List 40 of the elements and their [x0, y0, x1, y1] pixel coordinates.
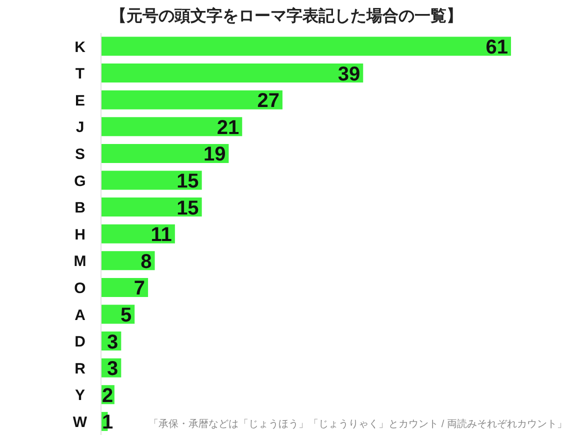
data-label: 3 — [107, 331, 118, 354]
y-tick-label: Y — [74, 387, 86, 404]
data-label: 2 — [102, 384, 114, 407]
bar — [101, 170, 202, 190]
y-tick-label: W — [72, 414, 88, 431]
bar — [101, 278, 148, 297]
y-tick-label: D — [74, 334, 86, 351]
y-tick-label: B — [74, 200, 86, 217]
y-tick-label: M — [74, 253, 86, 270]
y-tick-label: O — [74, 280, 86, 297]
bar — [101, 36, 511, 56]
y-tick-label: G — [74, 172, 86, 190]
y-tick-label: A — [74, 306, 86, 324]
y-tick-label: H — [74, 226, 86, 244]
data-label: 27 — [257, 90, 280, 112]
data-label: 3 — [107, 358, 118, 380]
data-label: 7 — [134, 278, 146, 300]
y-tick-label: T — [75, 66, 85, 83]
bar — [101, 117, 242, 136]
data-label: 5 — [120, 304, 132, 326]
chart-title: 【元号の頭文字をローマ字表記した場合の一覧】 — [110, 6, 464, 27]
y-tick-label: K — [74, 38, 86, 56]
data-label: 11 — [150, 224, 172, 246]
data-label: 8 — [140, 250, 152, 273]
data-label: 39 — [338, 63, 360, 86]
data-label: 15 — [176, 197, 199, 220]
bar — [101, 90, 282, 110]
annotation: 「承保・承暦などは「じょうほう」「じょうりゃく」とカウント / 両読みそれぞれカウント」 — [148, 418, 567, 431]
y-tick-label: J — [76, 119, 84, 136]
data-label: 19 — [203, 144, 226, 166]
data-label: 21 — [216, 116, 240, 139]
bar — [101, 144, 229, 163]
data-label: 61 — [486, 36, 508, 58]
data-label: 1 — [102, 412, 114, 434]
y-tick-label: E — [74, 92, 86, 110]
y-tick-label: S — [74, 146, 86, 163]
bar — [101, 64, 364, 83]
bar — [101, 198, 202, 217]
y-tick-label: R — [74, 360, 86, 378]
data-label: 15 — [176, 170, 199, 192]
